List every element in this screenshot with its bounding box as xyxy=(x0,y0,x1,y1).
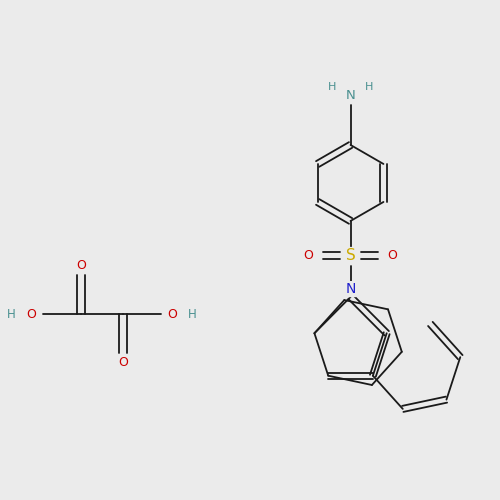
Text: O: O xyxy=(304,249,314,262)
Text: O: O xyxy=(168,308,177,320)
Text: O: O xyxy=(26,308,36,320)
Text: O: O xyxy=(118,356,128,370)
Text: H: H xyxy=(328,82,336,92)
Text: N: N xyxy=(346,88,356,102)
Text: H: H xyxy=(365,82,373,92)
Text: H: H xyxy=(7,308,16,320)
Text: H: H xyxy=(188,308,197,320)
Text: O: O xyxy=(76,259,86,272)
Text: O: O xyxy=(388,249,398,262)
Text: S: S xyxy=(346,248,356,263)
Text: N: N xyxy=(346,282,356,296)
